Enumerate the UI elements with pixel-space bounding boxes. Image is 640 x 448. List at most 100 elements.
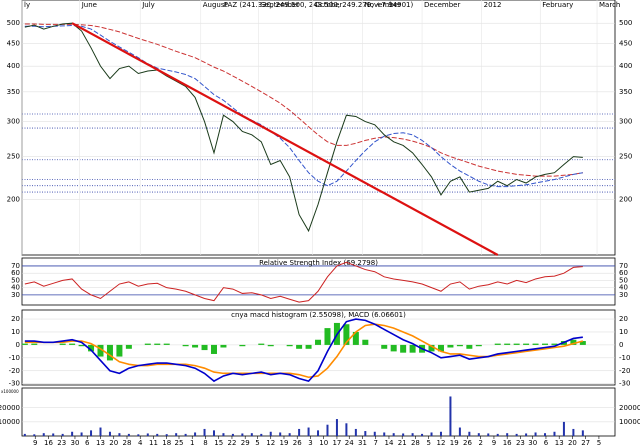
histogram-bar (447, 344, 454, 348)
volume-bar (203, 428, 206, 436)
volume-bar (269, 431, 272, 436)
volume-bar (298, 428, 301, 436)
volume-bar (52, 433, 55, 436)
volume-bar (364, 431, 367, 436)
y-tick-label-right: 400 (619, 62, 632, 70)
x-tick-label: 23 (516, 439, 525, 447)
x-tick-label: 13 (555, 439, 564, 447)
volume-bar (496, 433, 499, 436)
y-tick-label-right: 250 (619, 153, 632, 161)
x-tick-label: 1 (190, 439, 194, 447)
volume-bar (383, 432, 386, 436)
x-tick-label: 28 (411, 439, 420, 447)
histogram-bar (456, 344, 463, 347)
panel-frame (21, 387, 616, 437)
histogram-bar (210, 344, 217, 354)
volume-bar (108, 431, 111, 436)
histogram-bar (154, 343, 161, 345)
x-tick-label: 5 (426, 439, 430, 447)
volume-bar (80, 432, 83, 436)
volume-bar (326, 424, 329, 436)
volume-bar (553, 431, 556, 436)
histogram-bar (220, 344, 227, 348)
y-tick-label: 200 (7, 196, 20, 204)
histogram-bar (428, 344, 435, 352)
volume-bar (90, 430, 93, 436)
month-label: November (364, 1, 401, 9)
histogram-bar (475, 344, 482, 347)
volume-bar (392, 433, 395, 436)
x-tick-label: 11 (149, 439, 158, 447)
volume-bar (184, 433, 187, 436)
y-tick-label: 20000 (0, 404, 20, 412)
histogram-bar (437, 344, 444, 352)
histogram-bar (239, 344, 246, 347)
x-tick-label: 26 (293, 439, 302, 447)
histogram-bar (400, 344, 407, 353)
x-tick-label: 6 (544, 439, 549, 447)
x-tick-label: 22 (228, 439, 237, 447)
volume-bar (146, 433, 149, 436)
month-label: ly (24, 1, 30, 9)
volume-bar (373, 431, 376, 436)
volume-bar (317, 430, 320, 436)
volume-bar (288, 433, 291, 436)
x-tick-label: 5 (255, 439, 259, 447)
x-tick-label: 18 (162, 439, 171, 447)
y-tick-label: -20 (9, 367, 20, 375)
histogram-bar (409, 344, 416, 353)
x-tick-label: 17 (332, 439, 341, 447)
histogram-bar (551, 343, 558, 345)
y-tick-label-right: 40 (619, 284, 628, 292)
volume-bar (307, 427, 310, 436)
volume-bar (411, 433, 414, 436)
month-label: October (314, 1, 342, 9)
volume-bar (23, 433, 26, 436)
x-tick-label: 23 (57, 439, 66, 447)
series-line (24, 22, 583, 233)
volume-bar (572, 428, 575, 436)
x-tick-label: 30 (528, 439, 537, 447)
y-tick-label-right: 350 (619, 88, 632, 96)
histogram-bar (69, 343, 76, 345)
histogram-bar (504, 343, 511, 345)
series-line (24, 318, 583, 383)
month-label: December (424, 1, 460, 9)
month-label: 2012 (484, 1, 502, 9)
histogram-bar (267, 344, 274, 347)
panel-title: PAZ (241.330, 249.500, 243.500, 249.279,… (224, 1, 414, 9)
x-tick-label: 14 (384, 439, 393, 447)
histogram-bar (286, 344, 293, 347)
x-tick-label: 16 (44, 439, 53, 447)
y-tick-label: 0 (16, 341, 20, 349)
histogram-bar (532, 343, 539, 345)
histogram-bar (513, 343, 520, 345)
y-tick-label: 250 (7, 153, 20, 161)
volume-bar (42, 433, 45, 436)
y-tick-label: 30 (11, 291, 20, 299)
volume-bar (279, 432, 282, 436)
histogram-bar (201, 344, 208, 351)
x-tick-label: 27 (581, 439, 590, 447)
x-tick-label: 4 (138, 439, 143, 447)
x-tick-label: 19 (280, 439, 289, 447)
histogram-bar (97, 344, 104, 357)
x-tick-label: 21 (398, 439, 407, 447)
volume-bar (156, 433, 159, 436)
volume-bar (581, 430, 584, 436)
y-tick-label-right: 30 (619, 291, 628, 299)
histogram-bar (78, 344, 85, 347)
x-tick-label: 3 (308, 439, 312, 447)
histogram-bar (352, 331, 359, 345)
y-tick-label: 70 (11, 262, 20, 270)
volume-bar (439, 431, 442, 436)
volume-bar (222, 433, 225, 436)
volume-bar (430, 432, 433, 436)
histogram-bar (523, 343, 530, 345)
x-tick-label: 15 (214, 439, 223, 447)
month-label: August (203, 1, 228, 9)
histogram-bar (570, 339, 577, 345)
y-tick-label: 60 (11, 269, 20, 277)
y-tick-label-right: 10000 (619, 418, 640, 426)
